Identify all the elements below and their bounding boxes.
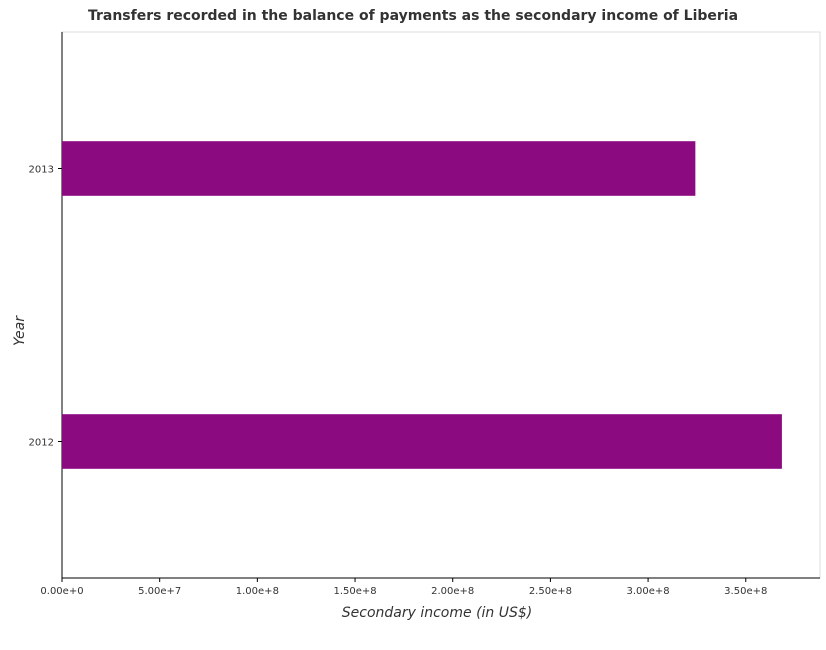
x-tick-label: 3.50e+8 bbox=[724, 586, 767, 597]
x-tick-label: 3.00e+8 bbox=[626, 586, 669, 597]
x-tick-label: 5.00e+7 bbox=[138, 586, 181, 597]
y-tick-label: 2012 bbox=[29, 438, 54, 449]
x-tick-label: 1.00e+8 bbox=[236, 586, 279, 597]
chart-title: Transfers recorded in the balance of pay… bbox=[87, 8, 739, 24]
bar-2013 bbox=[62, 141, 696, 196]
y-axis-label: Year bbox=[12, 315, 28, 346]
bars-group bbox=[62, 141, 782, 469]
plot-frame bbox=[61, 31, 821, 579]
plot-border bbox=[61, 31, 821, 579]
bar-2012 bbox=[62, 414, 782, 469]
x-tick-label: 2.50e+8 bbox=[529, 586, 572, 597]
x-axis-ticks: 0.00e+0 5.00e+7 1.00e+8 1.50e+8 2.00e+8 2.50e… bbox=[40, 578, 767, 597]
x-tick-label: 1.50e+8 bbox=[333, 586, 376, 597]
x-axis-label: Secondary income (in US$) bbox=[342, 605, 533, 621]
y-axis-ticks: 2012 2013 bbox=[29, 165, 62, 449]
x-tick-label: 2.00e+8 bbox=[431, 586, 474, 597]
y-tick-label: 2013 bbox=[29, 165, 54, 176]
x-tick-label: 0.00e+0 bbox=[40, 586, 83, 597]
